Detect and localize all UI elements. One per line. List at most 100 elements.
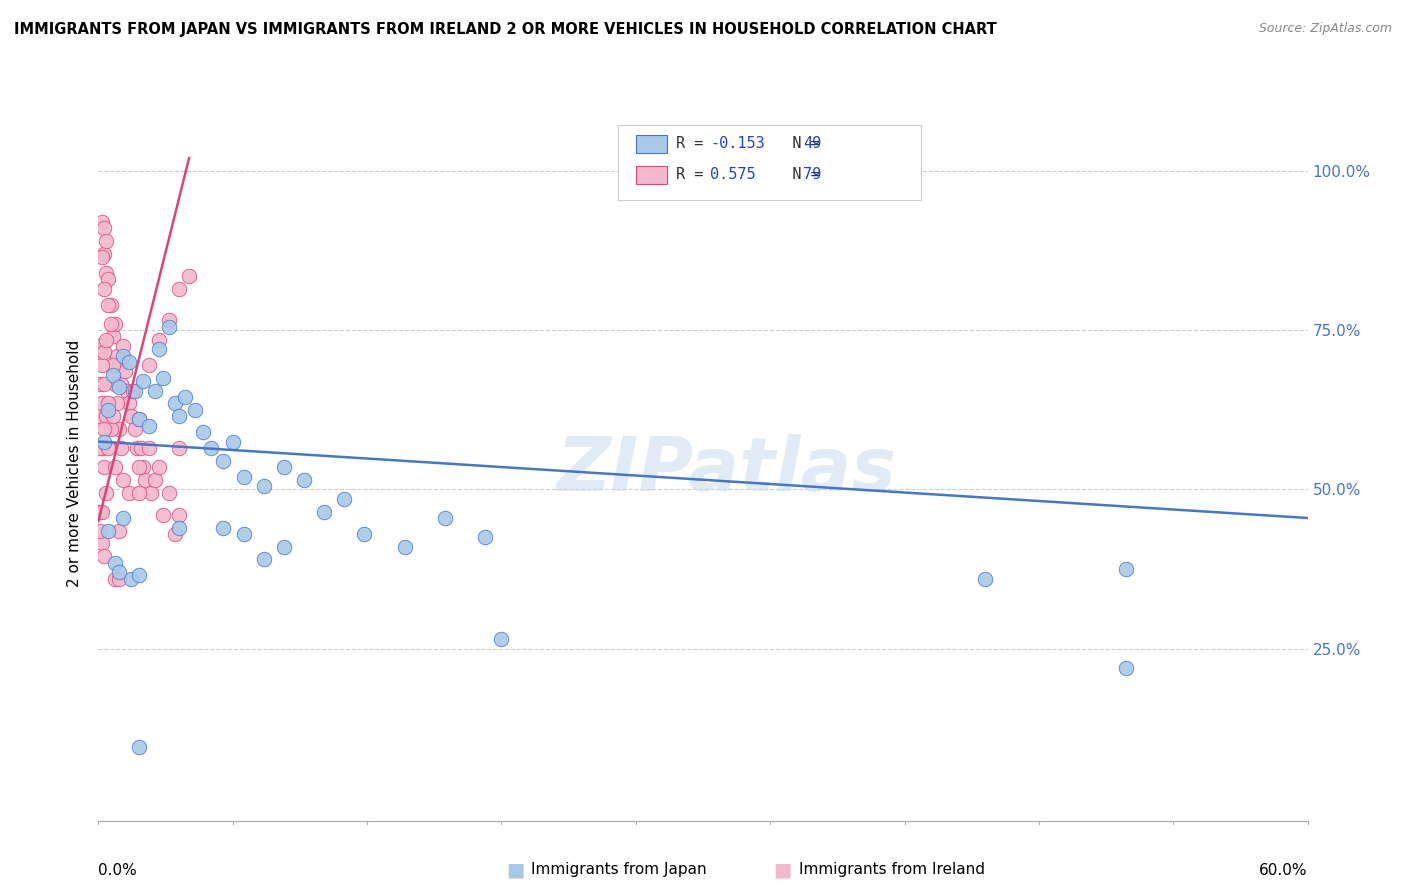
Point xyxy=(89,339,111,353)
Point xyxy=(157,319,180,334)
Point xyxy=(157,485,180,500)
Point xyxy=(120,572,142,586)
Point xyxy=(96,333,118,347)
Point xyxy=(107,565,129,579)
Point xyxy=(314,505,336,519)
Point xyxy=(128,412,150,426)
Text: N =: N = xyxy=(765,168,828,182)
Point xyxy=(103,556,125,570)
Point xyxy=(89,505,111,519)
Point xyxy=(167,282,190,296)
Y-axis label: 2 or more Vehicles in Household: 2 or more Vehicles in Household xyxy=(67,340,83,588)
Point xyxy=(125,441,148,455)
Point xyxy=(107,380,129,394)
Point xyxy=(101,409,124,423)
Point xyxy=(134,473,156,487)
Point xyxy=(138,358,160,372)
FancyBboxPatch shape xyxy=(619,125,921,200)
Point xyxy=(96,409,118,423)
Point xyxy=(97,402,120,417)
Point xyxy=(105,396,128,410)
Point xyxy=(167,520,190,534)
Point xyxy=(93,549,115,564)
Point xyxy=(148,333,170,347)
Point xyxy=(138,418,160,433)
Point xyxy=(222,434,245,449)
Point xyxy=(152,508,174,522)
Point xyxy=(333,491,356,506)
Point xyxy=(174,390,197,404)
Point xyxy=(97,441,120,455)
Point xyxy=(97,396,120,410)
Point xyxy=(111,473,134,487)
Point xyxy=(118,396,141,410)
Point xyxy=(93,221,115,235)
Point xyxy=(292,473,315,487)
Text: R =: R = xyxy=(676,136,713,151)
Text: Immigrants from Japan: Immigrants from Japan xyxy=(531,863,707,877)
Point xyxy=(212,520,235,534)
Point xyxy=(103,460,125,475)
Point xyxy=(128,412,150,426)
Point xyxy=(148,460,170,475)
Point xyxy=(91,358,114,372)
Text: Immigrants from Ireland: Immigrants from Ireland xyxy=(799,863,984,877)
Point xyxy=(103,377,125,392)
Point xyxy=(353,527,375,541)
Point xyxy=(143,473,166,487)
Point xyxy=(96,234,118,248)
Point xyxy=(491,632,513,646)
Point xyxy=(110,377,132,392)
Text: ZIPatlas: ZIPatlas xyxy=(557,434,897,508)
Text: IMMIGRANTS FROM JAPAN VS IMMIGRANTS FROM IRELAND 2 OR MORE VEHICLES IN HOUSEHOLD: IMMIGRANTS FROM JAPAN VS IMMIGRANTS FROM… xyxy=(14,22,997,37)
Point xyxy=(100,317,122,331)
Point xyxy=(118,355,141,369)
FancyBboxPatch shape xyxy=(637,166,666,184)
Point xyxy=(107,358,129,372)
Point xyxy=(184,402,207,417)
Point xyxy=(128,485,150,500)
Point xyxy=(91,250,114,264)
Point xyxy=(167,409,190,423)
Point xyxy=(97,524,120,538)
Point xyxy=(128,568,150,582)
Point xyxy=(974,572,997,586)
Point xyxy=(115,384,138,398)
Text: ■: ■ xyxy=(506,860,524,880)
Point xyxy=(1115,661,1137,675)
Point xyxy=(148,342,170,356)
Point xyxy=(163,396,186,410)
Point xyxy=(128,460,150,475)
Point xyxy=(107,422,129,436)
Point xyxy=(89,345,111,359)
Point xyxy=(100,297,122,311)
Point xyxy=(132,460,155,475)
Point xyxy=(474,530,496,544)
Text: N =: N = xyxy=(765,136,828,151)
Point xyxy=(1115,562,1137,576)
Point xyxy=(96,485,118,500)
Point xyxy=(124,422,146,436)
Point xyxy=(124,384,146,398)
Point xyxy=(111,339,134,353)
Point xyxy=(107,572,129,586)
Point xyxy=(101,368,124,382)
Point xyxy=(232,527,254,541)
Point xyxy=(97,272,120,286)
Point xyxy=(101,358,124,372)
Point xyxy=(139,485,162,500)
Point xyxy=(89,409,111,423)
Point xyxy=(107,524,129,538)
Text: Source: ZipAtlas.com: Source: ZipAtlas.com xyxy=(1258,22,1392,36)
Point xyxy=(91,441,114,455)
Point xyxy=(93,422,115,436)
Point xyxy=(114,364,136,378)
Point xyxy=(93,345,115,359)
Point xyxy=(193,425,215,439)
Point xyxy=(138,441,160,455)
Point xyxy=(157,313,180,327)
Text: 49: 49 xyxy=(803,136,821,151)
Point xyxy=(143,384,166,398)
FancyBboxPatch shape xyxy=(637,135,666,153)
Point xyxy=(152,371,174,385)
